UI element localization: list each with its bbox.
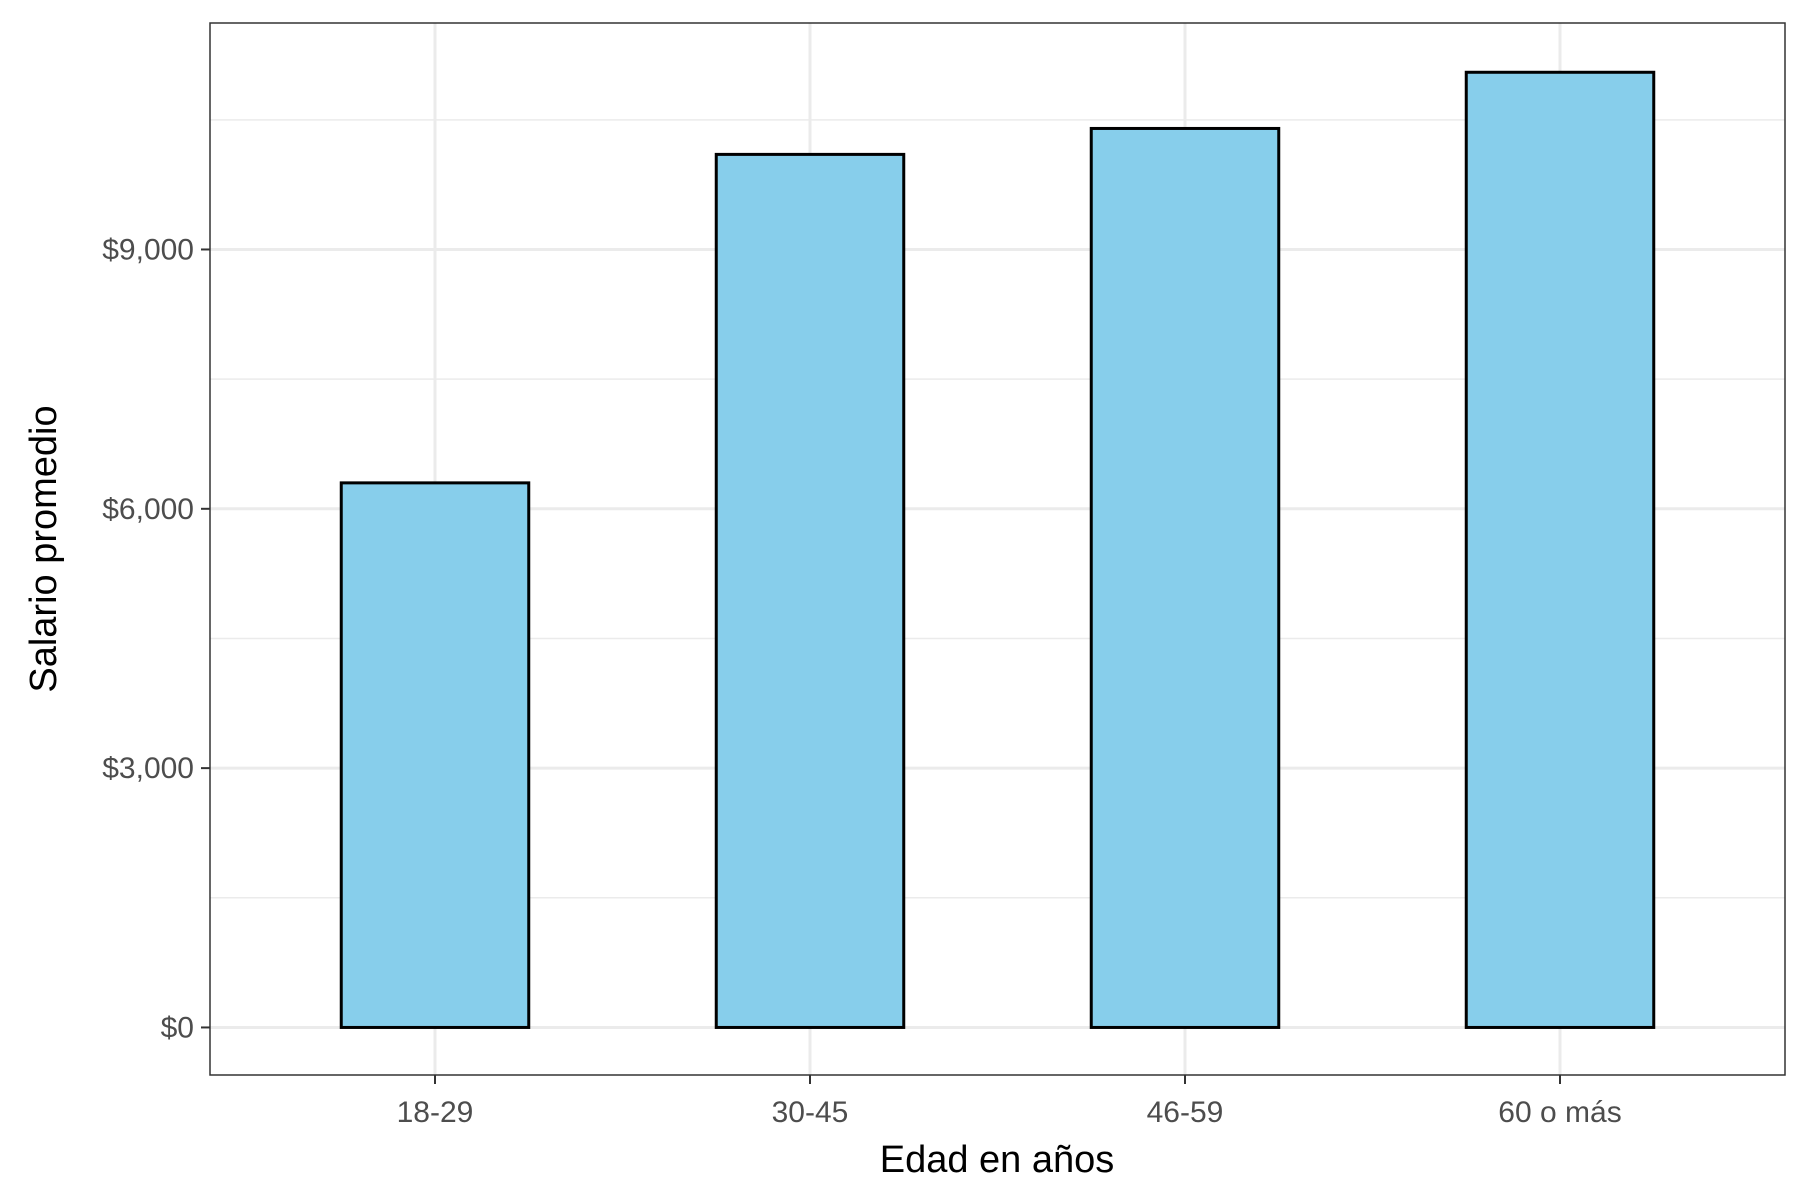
x-tick-label: 60 o más [1498, 1096, 1621, 1129]
x-tick-label: 18-29 [397, 1096, 474, 1129]
x-axis-ticks: 18-29 30-45 46-59 60 o más [397, 1075, 1622, 1129]
x-tick-label: 46-59 [1147, 1096, 1224, 1129]
bar-46-59 [1089, 126, 1281, 1029]
bar-18-29 [339, 481, 531, 1029]
y-axis-title: Salario promedio [23, 405, 65, 692]
y-tick-label: $6,000 [102, 493, 194, 526]
panel-border [209, 22, 1786, 1076]
x-tick-label: 30-45 [772, 1096, 849, 1129]
y-tick-label: $3,000 [102, 752, 194, 785]
y-tick-label: $9,000 [102, 233, 194, 266]
bar-30-45 [714, 152, 906, 1029]
y-axis-ticks: $0 $3,000 $6,000 $9,000 [102, 233, 210, 1044]
bar-60-o-más [1464, 70, 1656, 1029]
x-axis-title: Edad en años [880, 1139, 1115, 1181]
y-tick-label: $0 [161, 1011, 194, 1044]
bars [339, 70, 1656, 1029]
